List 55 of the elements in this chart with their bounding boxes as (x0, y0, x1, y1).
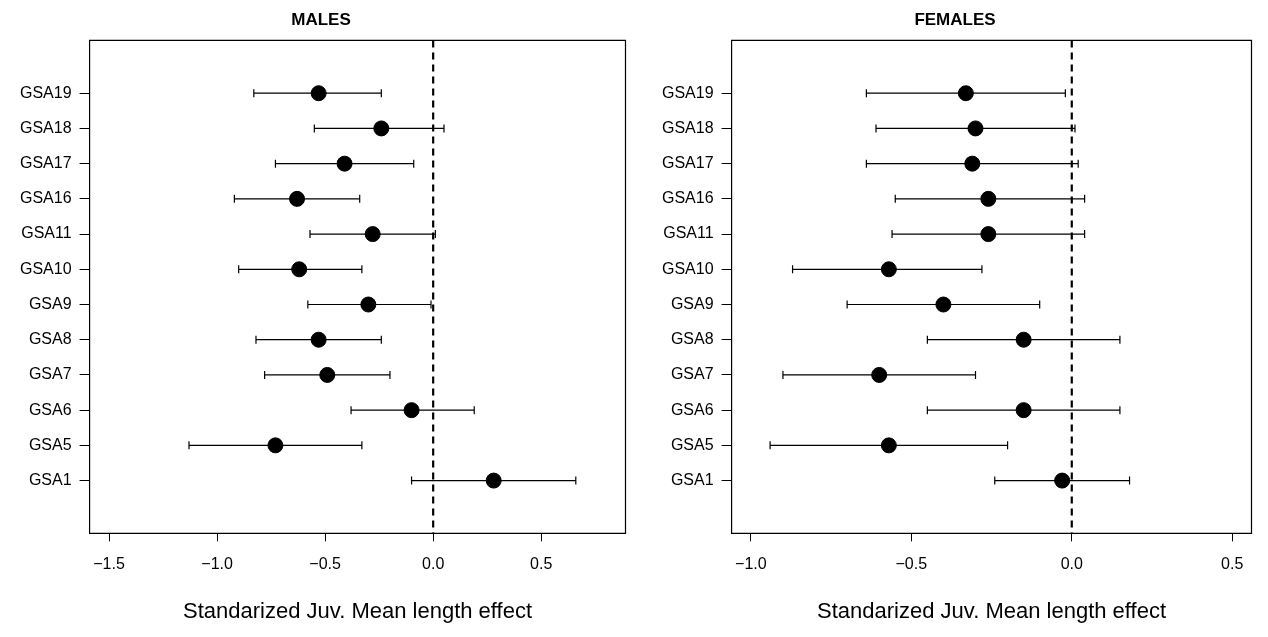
x-tick-label: 0.0 (1060, 555, 1083, 573)
point (957, 85, 974, 102)
x-tick-label: −1.0 (735, 555, 767, 573)
x-axis-title: Standarized Juv. Mean length effect (183, 597, 533, 623)
point (291, 261, 308, 278)
point (1015, 331, 1032, 348)
y-tick-label: GSA5 (670, 435, 714, 453)
point (336, 155, 353, 172)
point (310, 85, 327, 102)
y-tick-label: GSA6 (28, 400, 72, 418)
y-tick-label: GSA19 (661, 83, 714, 101)
chart-title: MALES (291, 9, 351, 29)
point (267, 437, 284, 454)
point (310, 331, 327, 348)
point (1015, 402, 1032, 419)
y-tick-label: GSA7 (670, 365, 714, 383)
y-tick-label: GSA6 (670, 400, 714, 418)
x-tick-label: −0.5 (309, 555, 342, 573)
point (373, 120, 390, 137)
y-tick-label: GSA17 (661, 154, 714, 172)
point (964, 155, 981, 172)
y-tick-label: GSA8 (670, 330, 714, 348)
point (967, 120, 984, 137)
y-tick-label: GSA17 (19, 154, 72, 172)
y-tick-label: GSA1 (670, 470, 714, 488)
y-tick-label: GSA18 (661, 118, 714, 136)
x-tick-label: 0.0 (422, 555, 445, 573)
x-tick-label: −1.0 (201, 555, 233, 573)
y-tick-label: GSA10 (661, 259, 714, 277)
point (880, 261, 897, 278)
x-tick-label: −0.5 (895, 555, 928, 573)
chart-title: FEMALES (914, 9, 996, 29)
point (1054, 472, 1071, 489)
point (360, 296, 377, 313)
y-tick-label: GSA19 (19, 83, 72, 101)
point (935, 296, 952, 313)
y-tick-label: GSA18 (19, 118, 72, 136)
y-tick-label: GSA11 (663, 224, 714, 242)
x-tick-label: 0.5 (1221, 555, 1244, 573)
point (485, 472, 502, 489)
y-tick-label: GSA16 (19, 189, 72, 207)
point (403, 402, 420, 419)
y-tick-label: GSA16 (661, 189, 714, 207)
y-tick-label: GSA9 (28, 294, 72, 312)
x-tick-label: 0.5 (530, 555, 553, 573)
point (880, 437, 897, 454)
y-tick-label: GSA11 (21, 224, 72, 242)
x-axis-title: Standarized Juv. Mean length effect (817, 597, 1167, 623)
y-tick-label: GSA5 (28, 435, 72, 453)
y-tick-label: GSA10 (19, 259, 72, 277)
y-tick-label: GSA8 (28, 330, 72, 348)
y-tick-label: GSA9 (670, 294, 714, 312)
y-tick-label: GSA7 (28, 365, 72, 383)
y-tick-label: GSA1 (28, 470, 72, 488)
x-tick-label: −1.5 (93, 555, 125, 573)
